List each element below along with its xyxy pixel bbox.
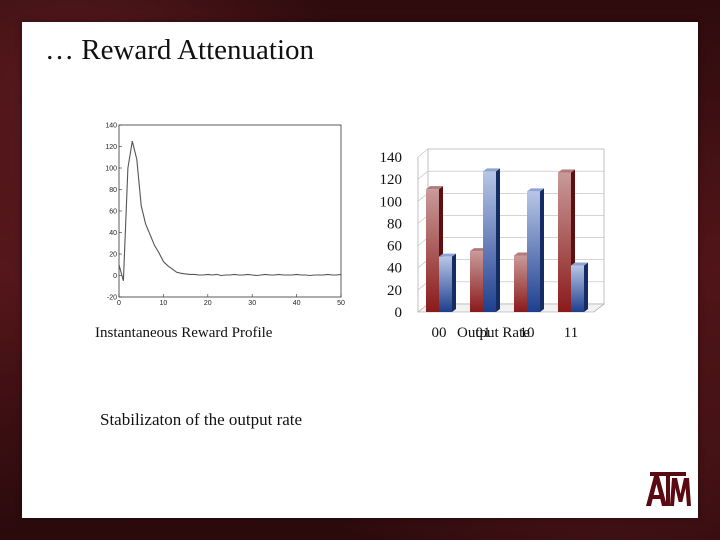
y-tick-label: 100 [105, 166, 117, 173]
body-text: Stabilizaton of the output rate [100, 410, 303, 429]
x-tick-label: 30 [248, 300, 256, 307]
x-tick-label: 0 [117, 300, 121, 307]
x-tick-label: 00 [432, 325, 447, 341]
slide-title: … Reward Attenuation [45, 34, 315, 66]
bar-top [426, 186, 443, 190]
y-tick-label: 40 [109, 230, 117, 237]
bar [558, 172, 571, 312]
y-tick-label: 140 [380, 150, 403, 166]
line-plot-frame [118, 124, 342, 298]
y-tick-label: 20 [109, 252, 117, 259]
bar-side [452, 253, 456, 312]
bar [571, 265, 584, 312]
y-tick-label: 100 [380, 194, 403, 210]
y-tick-label: 20 [387, 283, 402, 299]
bar-top [483, 168, 500, 172]
x-tick-label: 11 [564, 325, 578, 341]
gridline [417, 170, 604, 180]
x-tick-label: 50 [337, 300, 345, 307]
y-tick-label: 120 [105, 144, 117, 151]
bar-top [571, 262, 588, 266]
bar [527, 191, 540, 312]
x-tick-label: 40 [293, 300, 301, 307]
bar [426, 189, 439, 312]
bar-side [540, 188, 544, 312]
bar [439, 256, 452, 312]
bar [514, 255, 527, 312]
bar-top [514, 252, 531, 256]
output-rate-caption: Output Rate [457, 325, 530, 341]
bar-side [584, 262, 588, 312]
x-tick-label: 10 [520, 325, 535, 341]
tamu-logo [646, 472, 691, 506]
y-tick-label: 80 [109, 187, 117, 194]
x-tick-label: 01 [476, 325, 491, 341]
x-tick-label: 20 [204, 300, 212, 307]
slide: … Reward Attenuation 0 10 20 30 40 50 -20 0 20 40… [22, 22, 698, 518]
bar-top [527, 188, 544, 192]
gridline [417, 148, 604, 158]
bar [470, 251, 483, 312]
y-tick-label: 0 [395, 305, 403, 321]
y-tick-label: 140 [105, 123, 117, 130]
y-tick-label: 60 [109, 209, 117, 216]
bar-side [496, 168, 500, 312]
y-tick-label: 60 [387, 239, 402, 255]
bar-top [439, 253, 456, 257]
y-tick-label: 120 [380, 172, 403, 188]
bar-top [470, 248, 487, 252]
reward-profile-caption: Instantaneous Reward Profile [95, 325, 273, 341]
y-tick-label: -20 [107, 295, 117, 302]
y-tick-label: 40 [387, 261, 402, 277]
bar-top [558, 169, 575, 173]
y-tick-label: 0 [113, 273, 117, 280]
y-tick-label: 80 [387, 216, 402, 232]
bar [483, 171, 496, 312]
output-rate-chart: 0 20 40 60 80 100 120 140 00 01 10 11 [380, 148, 605, 341]
reward-series-line [118, 140, 342, 282]
x-tick-label: 10 [160, 300, 168, 307]
